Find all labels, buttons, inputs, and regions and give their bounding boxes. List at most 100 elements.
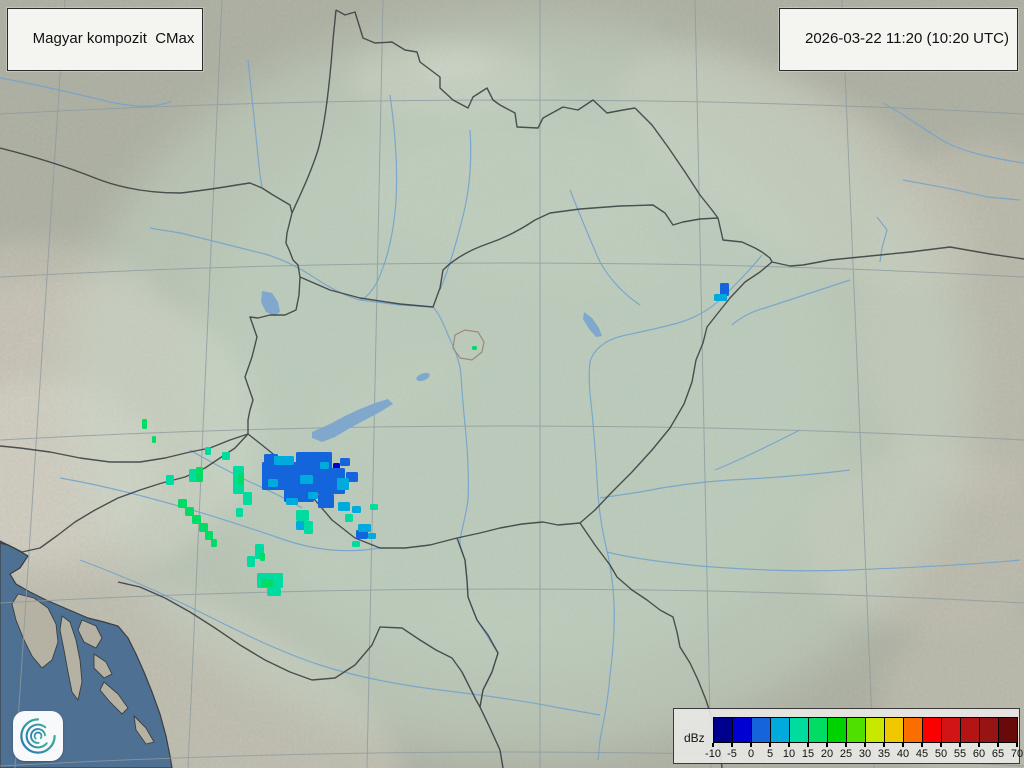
legend-cell: [808, 717, 827, 743]
radar-echo: [356, 530, 368, 539]
radar-echo: [274, 456, 294, 465]
legend-tick: [788, 743, 790, 747]
legend-tick-label: -10: [705, 748, 721, 760]
border-sk-hu: [299, 204, 719, 308]
legend-color-bar: [713, 717, 1018, 743]
island: [59, 615, 83, 702]
border-at-hu: [244, 276, 301, 434]
legend-tick-label: 35: [877, 748, 891, 760]
island: [93, 653, 113, 679]
legend-cell: [865, 717, 884, 743]
river-szamos: [731, 279, 851, 326]
product-title-box: Magyar kompozit CMax: [7, 8, 204, 72]
legend-cell: [903, 717, 922, 743]
radar-echo: [320, 462, 329, 469]
legend-cell: [922, 717, 941, 743]
legend-tick-label: 65: [991, 748, 1005, 760]
legend-cell: [827, 717, 846, 743]
radar-echo: [260, 553, 265, 561]
legend-tick: [807, 743, 809, 747]
radar-echo: [304, 521, 313, 534]
river-morava: [247, 59, 263, 189]
radar-echo: [236, 508, 243, 517]
radar-echo: [286, 498, 298, 505]
legend-cell: [884, 717, 903, 743]
radar-echo: [340, 458, 350, 466]
radar-echo: [238, 473, 244, 486]
radar-echo: [243, 492, 252, 505]
legend-cell: [732, 717, 751, 743]
legend-cell: [751, 717, 770, 743]
legend-cell: [941, 717, 960, 743]
legend-tick: [864, 743, 866, 747]
istria-peninsula: [11, 593, 59, 669]
border-ua-hu: [717, 217, 773, 263]
legend-tick: [940, 743, 942, 747]
river-hernad: [569, 189, 641, 306]
border-ua-ro: [771, 246, 1024, 267]
river-hron: [439, 129, 472, 291]
legend-tick-label: 30: [858, 748, 872, 760]
radar-echo: [185, 507, 194, 516]
island: [133, 714, 155, 745]
legend-cell: [789, 717, 808, 743]
radar-echo: [205, 531, 213, 540]
legend-tick: [997, 743, 999, 747]
legend-tick: [750, 743, 752, 747]
legend-tick: [845, 743, 847, 747]
island: [99, 681, 129, 715]
legend-tick-label: 0: [747, 748, 755, 760]
border-at-sk: [285, 212, 301, 278]
river-nw-1: [0, 77, 173, 107]
radar-echo: [338, 502, 350, 511]
legend-tick: [883, 743, 885, 747]
river-danube: [149, 227, 504, 768]
legend-tick-label: 20: [820, 748, 834, 760]
radar-echo: [199, 523, 208, 532]
legend-tick-label: 25: [839, 748, 853, 760]
river-tisza: [588, 254, 763, 761]
rivers: [0, 59, 1024, 768]
island: [77, 619, 103, 649]
lake-balaton: [312, 399, 393, 442]
met-service-logo: [13, 711, 63, 761]
legend-tick-label: -5: [727, 748, 737, 760]
legend-tick: [826, 743, 828, 747]
border-cz-sk: [291, 9, 337, 214]
product-title: Magyar kompozit CMax: [32, 29, 195, 47]
legend-tick-label: 55: [953, 748, 967, 760]
legend-cell: [770, 717, 789, 743]
legend-cell: [960, 717, 979, 743]
radar-echo: [345, 514, 353, 522]
border-at-si: [0, 433, 249, 463]
legend-tick-label: 15: [801, 748, 815, 760]
timestamp-box: 2026-03-22 11:20 (10:20 UTC): [779, 8, 1018, 72]
border-hr-rs: [456, 537, 504, 768]
radar-echo: [222, 452, 230, 460]
radar-echo: [247, 556, 255, 567]
radar-echo: [267, 588, 281, 596]
border-pl-sk: [335, 9, 636, 129]
radar-echoes: [142, 283, 729, 596]
radar-echo: [205, 447, 211, 455]
legend-tick: [921, 743, 923, 747]
legend-tick: [731, 743, 733, 747]
lakes: [261, 291, 602, 442]
radar-echo: [152, 436, 156, 443]
legend-tick-label: 40: [896, 748, 910, 760]
radar-echo: [352, 506, 361, 513]
river-ne-1: [882, 102, 1024, 164]
border-hu-ro: [579, 261, 773, 524]
radar-echo: [318, 494, 334, 508]
radar-echo: [333, 463, 340, 469]
legend-tick: [978, 743, 980, 747]
radar-echo: [196, 467, 203, 482]
radar-echo: [337, 478, 349, 490]
legend-tick: [959, 743, 961, 747]
radar-coverage-area: [65, 15, 975, 755]
river-sava: [79, 559, 601, 716]
radar-echo: [370, 504, 378, 510]
radar-echo: [268, 479, 278, 487]
radar-echo: [472, 346, 477, 350]
